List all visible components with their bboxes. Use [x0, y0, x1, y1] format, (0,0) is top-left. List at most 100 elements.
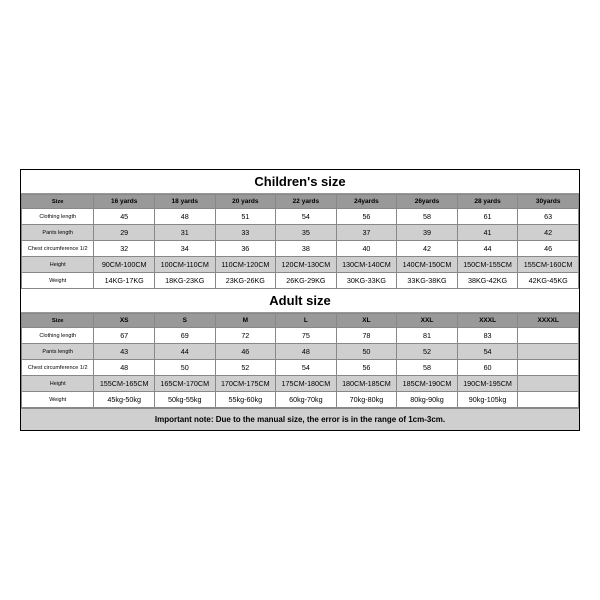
table-row: Clothing length67697275788183	[22, 328, 579, 344]
cell: 140CM-150CM	[397, 257, 458, 273]
col-size: Size	[22, 195, 94, 209]
cell	[518, 360, 579, 376]
cell: 41	[457, 225, 518, 241]
adult-table: Size XS S M L XL XXL XXXL XXXXL Clothing…	[21, 313, 579, 408]
cell: 50	[154, 360, 215, 376]
cell: 70kg-80kg	[336, 392, 397, 408]
cell: 54	[276, 209, 337, 225]
cell: 36	[215, 241, 276, 257]
children-header-row: Size 16 yards 18 yards 20 yards 22 yards…	[22, 195, 579, 209]
row-label: Height	[22, 376, 94, 392]
row-label: Chest circumference 1/2	[22, 241, 94, 257]
col: XS	[94, 314, 155, 328]
cell: 43	[94, 344, 155, 360]
col: M	[215, 314, 276, 328]
row-label: Chest circumference 1/2	[22, 360, 94, 376]
cell: 155CM-160CM	[518, 257, 579, 273]
cell: 14KG-17KG	[94, 273, 155, 289]
cell: 54	[276, 360, 337, 376]
cell: 45kg-50kg	[94, 392, 155, 408]
cell: 37	[336, 225, 397, 241]
cell: 42	[397, 241, 458, 257]
cell: 32	[94, 241, 155, 257]
table-row: Pants length43444648505254	[22, 344, 579, 360]
cell: 35	[276, 225, 337, 241]
table-row: Chest circumference 1/248505254565860	[22, 360, 579, 376]
col: 26yards	[397, 195, 458, 209]
cell: 51	[215, 209, 276, 225]
cell: 44	[457, 241, 518, 257]
table-row: Height155CM-165CM165CM-170CM170CM-175CM1…	[22, 376, 579, 392]
row-label: Clothing length	[22, 328, 94, 344]
row-label: Clothing length	[22, 209, 94, 225]
cell: 150CM-155CM	[457, 257, 518, 273]
cell: 52	[397, 344, 458, 360]
cell: 56	[336, 209, 397, 225]
cell: 58	[397, 209, 458, 225]
cell: 39	[397, 225, 458, 241]
cell: 155CM-165CM	[94, 376, 155, 392]
cell	[518, 328, 579, 344]
col: XL	[336, 314, 397, 328]
table-row: Pants length2931333537394142	[22, 225, 579, 241]
cell: 110CM-120CM	[215, 257, 276, 273]
cell: 81	[397, 328, 458, 344]
adult-header-row: Size XS S M L XL XXL XXXL XXXXL	[22, 314, 579, 328]
cell: 90kg-105kg	[457, 392, 518, 408]
cell: 48	[276, 344, 337, 360]
cell: 48	[154, 209, 215, 225]
cell: 31	[154, 225, 215, 241]
cell: 30KG-33KG	[336, 273, 397, 289]
col: 28 yards	[457, 195, 518, 209]
col: 18 yards	[154, 195, 215, 209]
important-note: Important note: Due to the manual size, …	[21, 408, 579, 430]
cell: 46	[518, 241, 579, 257]
row-label: Pants length	[22, 344, 94, 360]
cell: 80kg-90kg	[397, 392, 458, 408]
children-title: Children's size	[21, 170, 579, 194]
col: L	[276, 314, 337, 328]
cell: 90CM-100CM	[94, 257, 155, 273]
table-row: Height90CM-100CM100CM-110CM110CM-120CM12…	[22, 257, 579, 273]
size-chart: Children's size Size 16 yards 18 yards 2…	[20, 169, 580, 431]
cell: 67	[94, 328, 155, 344]
row-label: Weight	[22, 273, 94, 289]
cell: 45	[94, 209, 155, 225]
cell: 190CM-195CM	[457, 376, 518, 392]
cell: 38KG-42KG	[457, 273, 518, 289]
col: 30yards	[518, 195, 579, 209]
cell: 26KG-29KG	[276, 273, 337, 289]
cell: 33	[215, 225, 276, 241]
col: XXXXL	[518, 314, 579, 328]
cell: 61	[457, 209, 518, 225]
cell: 18KG-23KG	[154, 273, 215, 289]
cell: 185CM-190CM	[397, 376, 458, 392]
cell: 78	[336, 328, 397, 344]
cell: 130CM-140CM	[336, 257, 397, 273]
cell: 56	[336, 360, 397, 376]
cell: 42	[518, 225, 579, 241]
cell: 75	[276, 328, 337, 344]
cell: 33KG-38KG	[397, 273, 458, 289]
cell: 44	[154, 344, 215, 360]
col: 22 yards	[276, 195, 337, 209]
table-row: Chest circumference 1/23234363840424446	[22, 241, 579, 257]
col: 20 yards	[215, 195, 276, 209]
cell: 50	[336, 344, 397, 360]
cell: 34	[154, 241, 215, 257]
cell: 40	[336, 241, 397, 257]
row-label: Pants length	[22, 225, 94, 241]
cell: 42KG-45KG	[518, 273, 579, 289]
cell: 48	[94, 360, 155, 376]
cell: 55kg-60kg	[215, 392, 276, 408]
cell: 29	[94, 225, 155, 241]
cell: 63	[518, 209, 579, 225]
table-row: Clothing length4548515456586163	[22, 209, 579, 225]
cell: 52	[215, 360, 276, 376]
cell: 60	[457, 360, 518, 376]
cell	[518, 376, 579, 392]
cell: 180CM-185CM	[336, 376, 397, 392]
cell: 23KG-26KG	[215, 273, 276, 289]
cell: 175CM-180CM	[276, 376, 337, 392]
children-table: Size 16 yards 18 yards 20 yards 22 yards…	[21, 194, 579, 289]
